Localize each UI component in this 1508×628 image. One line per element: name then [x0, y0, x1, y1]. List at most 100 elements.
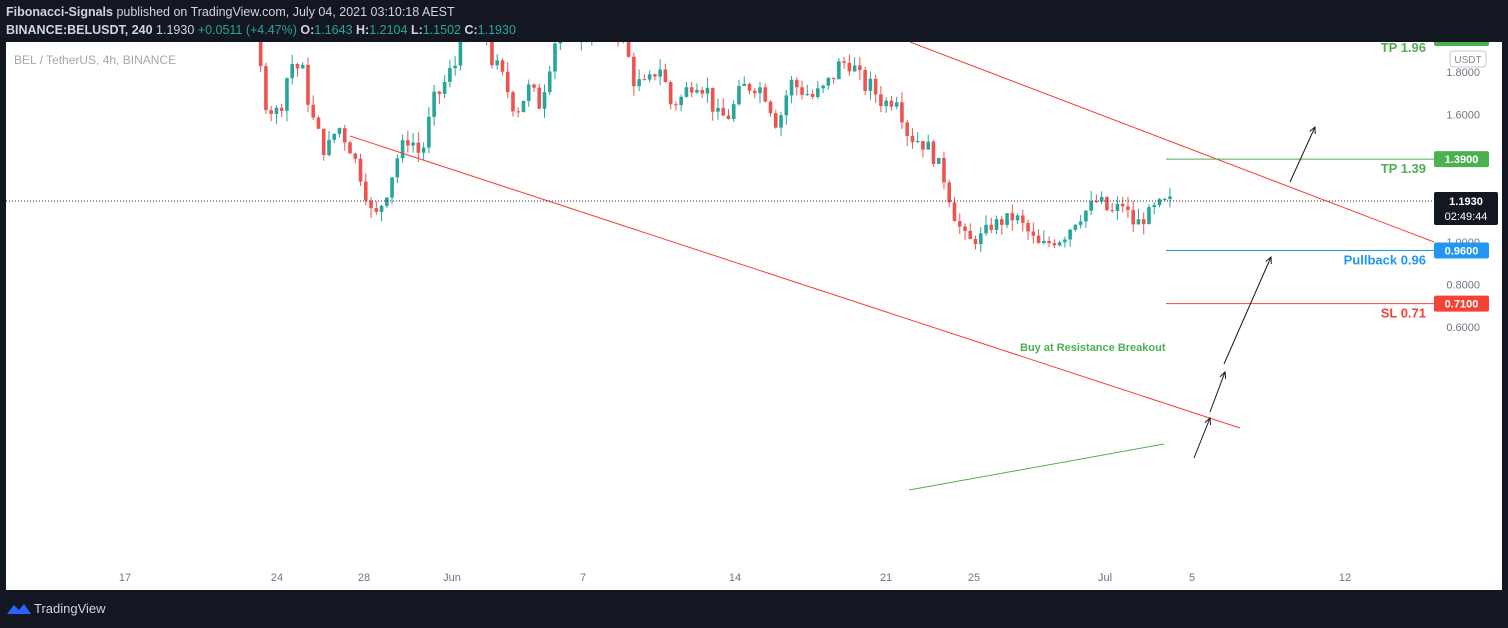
candle-body: [342, 128, 347, 143]
candle-body: [1089, 201, 1093, 211]
candle-body: [642, 79, 647, 81]
candle-body: [353, 153, 358, 159]
level-price-text: 1.3900: [1445, 154, 1479, 166]
projection-arrow[interactable]: [1193, 417, 1211, 459]
last-price-tag: [1434, 191, 1498, 225]
candle-body: [684, 87, 689, 97]
candle-body: [411, 142, 415, 146]
candle-body: [285, 78, 289, 111]
candle-body: [547, 71, 552, 93]
candle-body: [1141, 219, 1146, 225]
x-tick-label: 21: [880, 572, 892, 584]
candle-body: [742, 83, 747, 86]
candle-body: [1120, 203, 1125, 207]
candle-body: [1147, 207, 1151, 225]
candle-body: [290, 64, 295, 79]
candle-body: [952, 202, 957, 222]
candle-body: [300, 64, 305, 69]
candle-body: [758, 87, 762, 94]
projection-arrow[interactable]: [1289, 126, 1316, 183]
price-change: +0.0511 (+4.47%): [197, 23, 297, 37]
candle-body: [957, 221, 962, 227]
currency-badge-text: USDT: [1454, 55, 1481, 66]
candle-body: [1073, 224, 1078, 230]
currency-badge[interactable]: USDT: [1449, 50, 1487, 68]
candle-body: [1052, 243, 1057, 246]
candle-body: [406, 140, 410, 146]
candle-body: [542, 92, 547, 109]
author-name[interactable]: Fibonacci-Signals: [6, 5, 113, 19]
candle-body: [327, 139, 331, 156]
x-tick-label: 28: [358, 572, 370, 584]
candle-body: [968, 230, 973, 240]
candle-body: [505, 71, 510, 93]
chart-header: Fibonacci-Signals published on TradingVi…: [0, 0, 1508, 42]
candle-body: [337, 128, 342, 134]
x-tick-label: 5: [1189, 572, 1195, 584]
candle-body: [763, 87, 768, 102]
candle-body: [931, 141, 936, 164]
candle-body: [784, 95, 789, 116]
candle-body: [1131, 209, 1136, 225]
candle-body: [1152, 205, 1157, 208]
upper-resistance-trendline[interactable]: [909, 41, 1435, 243]
candle-body: [747, 83, 752, 91]
candle-body: [427, 116, 431, 148]
candle-body: [1078, 221, 1083, 225]
candle-body: [873, 78, 878, 95]
candle-body: [689, 87, 694, 93]
candle-body: [1110, 210, 1114, 212]
candle-body: [1162, 198, 1167, 200]
candle-body: [768, 101, 773, 114]
candle-body: [858, 65, 862, 71]
level-price-tag: [1434, 151, 1489, 168]
high-label: H:: [356, 23, 370, 37]
candle-body: [632, 56, 636, 87]
candle-body: [926, 141, 931, 150]
descending-resistance-trendline[interactable]: [349, 135, 1241, 429]
candle-body: [495, 60, 499, 66]
candle-body: [737, 85, 741, 105]
candle-body: [516, 111, 521, 113]
candle-body: [379, 205, 384, 212]
candle-body: [779, 115, 783, 128]
candle-body: [863, 70, 867, 91]
level-label: TP 1.39: [1381, 161, 1426, 176]
close-value: 1.1930: [477, 23, 516, 37]
candle-body: [1099, 197, 1104, 202]
low-value: 1.1502: [422, 23, 461, 37]
level-price-text: 1.9600: [1445, 42, 1479, 45]
candle-body: [1157, 199, 1162, 206]
projection-arrow[interactable]: [1223, 256, 1272, 365]
x-tick-label: Jun: [443, 572, 461, 584]
open-value: 1.1643: [314, 23, 353, 37]
candle-body: [831, 77, 836, 80]
publish-info: Fibonacci-Signals published on TradingVi…: [6, 5, 455, 19]
brand-name[interactable]: TradingView: [34, 601, 106, 616]
candle-body: [269, 110, 273, 114]
tradingview-logo-icon: [7, 604, 31, 614]
candle-body: [416, 142, 421, 153]
candle-body: [279, 107, 284, 111]
candle-body: [458, 40, 463, 66]
candle-body: [358, 158, 363, 182]
candle-body: [910, 135, 915, 143]
candle-body: [1036, 235, 1041, 244]
projection-arrow[interactable]: [1209, 371, 1226, 413]
x-tick-label: 24: [271, 572, 283, 584]
candle-body: [679, 96, 683, 106]
y-tick-label: 0.8000: [1446, 280, 1480, 292]
candle-body: [553, 43, 557, 72]
annotation-label[interactable]: Buy at Resistance Breakout: [1020, 342, 1166, 354]
candle-body: [752, 90, 757, 94]
ascending-support-trendline[interactable]: [908, 443, 1165, 491]
candle-body: [973, 239, 978, 245]
candle-body: [1057, 242, 1062, 246]
candle-body: [453, 65, 457, 69]
arrow-head: [1204, 416, 1211, 426]
candle-body: [637, 79, 641, 87]
x-tick-label: 12: [1339, 572, 1351, 584]
candle-body: [826, 77, 831, 86]
